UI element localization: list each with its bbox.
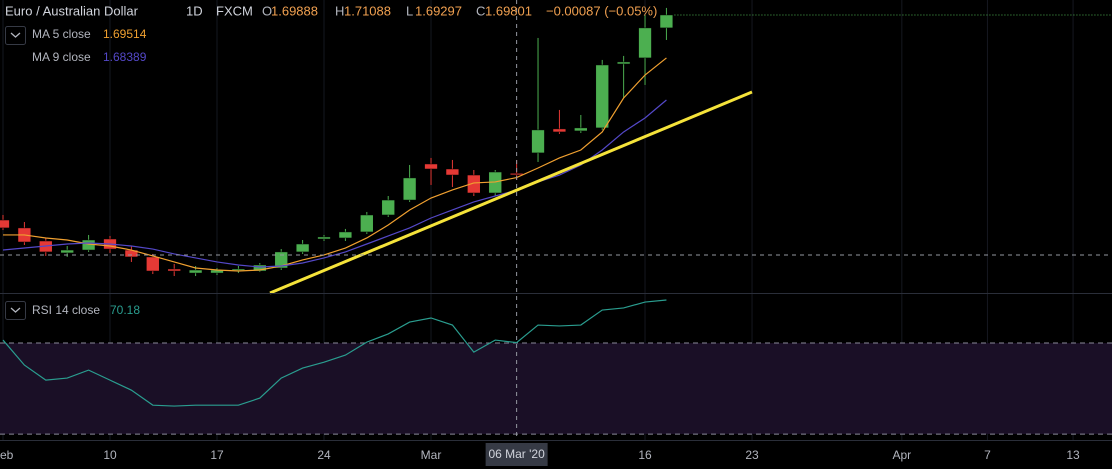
legend-value: 70.18 (110, 303, 140, 317)
x-tick-label: 16 (638, 448, 652, 462)
interval: 1D (186, 3, 203, 18)
x-tick-label: 10 (103, 448, 117, 462)
candle-body (531, 129, 545, 154)
candle-body (188, 269, 203, 274)
ohlc-key: L (406, 3, 413, 18)
candle-body (338, 231, 353, 239)
candle-body (616, 61, 631, 65)
candle-body (274, 251, 288, 269)
candle-body (509, 173, 524, 176)
candle-body (167, 268, 181, 272)
crosshair-label: 06 Mar '20 (488, 447, 545, 461)
x-tick-label: 17 (210, 448, 224, 462)
candle-body (659, 14, 674, 29)
symbol-title: Euro / Australian Dollar (5, 3, 139, 18)
candle-body (595, 64, 609, 129)
trend-line (269, 90, 753, 295)
legend-name: MA 5 close (32, 27, 91, 41)
crosshair-label-box (485, 443, 548, 466)
candle-body (360, 214, 374, 233)
ohlc-legend: O1.69888 H 1.71088 L 1.69297 C 1.69801 −0.00087… (262, 3, 657, 18)
x-tick-label: 24 (317, 448, 331, 462)
ohlc-key: H (335, 3, 344, 18)
x-tick-label: Mar (421, 448, 442, 462)
legend-toggle[interactable] (5, 26, 26, 45)
ohlc-value: 1.69801 (485, 3, 532, 18)
x-tick-label: 7 (984, 448, 991, 462)
ohlc-key: C (476, 3, 485, 18)
rsi-legend: RSI 14 close 70.18 (32, 303, 140, 317)
ohlc-value: 1.71088 (344, 3, 391, 18)
x-tick-label: 23 (745, 448, 759, 462)
candle-body (424, 163, 438, 170)
series-line (2, 299, 667, 407)
candle-body (402, 177, 417, 201)
ohlc-key: O (262, 3, 272, 18)
price-change: −0.00087 (−0.05%) (546, 3, 657, 18)
chevron-icon (10, 307, 21, 313)
source: FXCM (216, 3, 253, 18)
rsi-bands (0, 342, 1112, 435)
candle-body (638, 27, 652, 59)
candle-body (317, 236, 331, 240)
candle-body (445, 168, 460, 176)
x-tick-label: Apr (892, 448, 911, 462)
candle-body (552, 128, 567, 133)
ma-legend: MA 5 close 1.69514 MA 9 close 1.68389 (32, 27, 147, 64)
x-axis: Feb 10 17 24 Mar 16 23 Apr 7 13 (0, 448, 1080, 462)
legend-value: 1.68389 (103, 50, 147, 64)
rsi-band (0, 343, 1112, 435)
legend-name: RSI 14 close (32, 303, 100, 317)
rsi-pane (2, 299, 667, 407)
legend-name: MA 9 close (32, 50, 91, 64)
series-line (3, 57, 667, 272)
series-line (2, 99, 667, 268)
candle-body (60, 249, 74, 254)
candle-body (574, 127, 588, 132)
candle-body (381, 199, 395, 216)
ohlc-value: 1.69297 (415, 3, 462, 18)
candle-body (0, 219, 10, 229)
legend-toggle[interactable] (5, 301, 26, 320)
x-tick-label: Feb (0, 448, 14, 462)
candle-body (253, 264, 267, 272)
legend-value: 1.69514 (103, 27, 147, 41)
candle-body (295, 243, 310, 253)
candle-body (146, 256, 160, 272)
x-tick-label: 13 (1066, 448, 1080, 462)
candle-body (467, 174, 481, 194)
chevron-icon (10, 32, 21, 38)
ohlc-value: 1.69888 (271, 3, 318, 18)
